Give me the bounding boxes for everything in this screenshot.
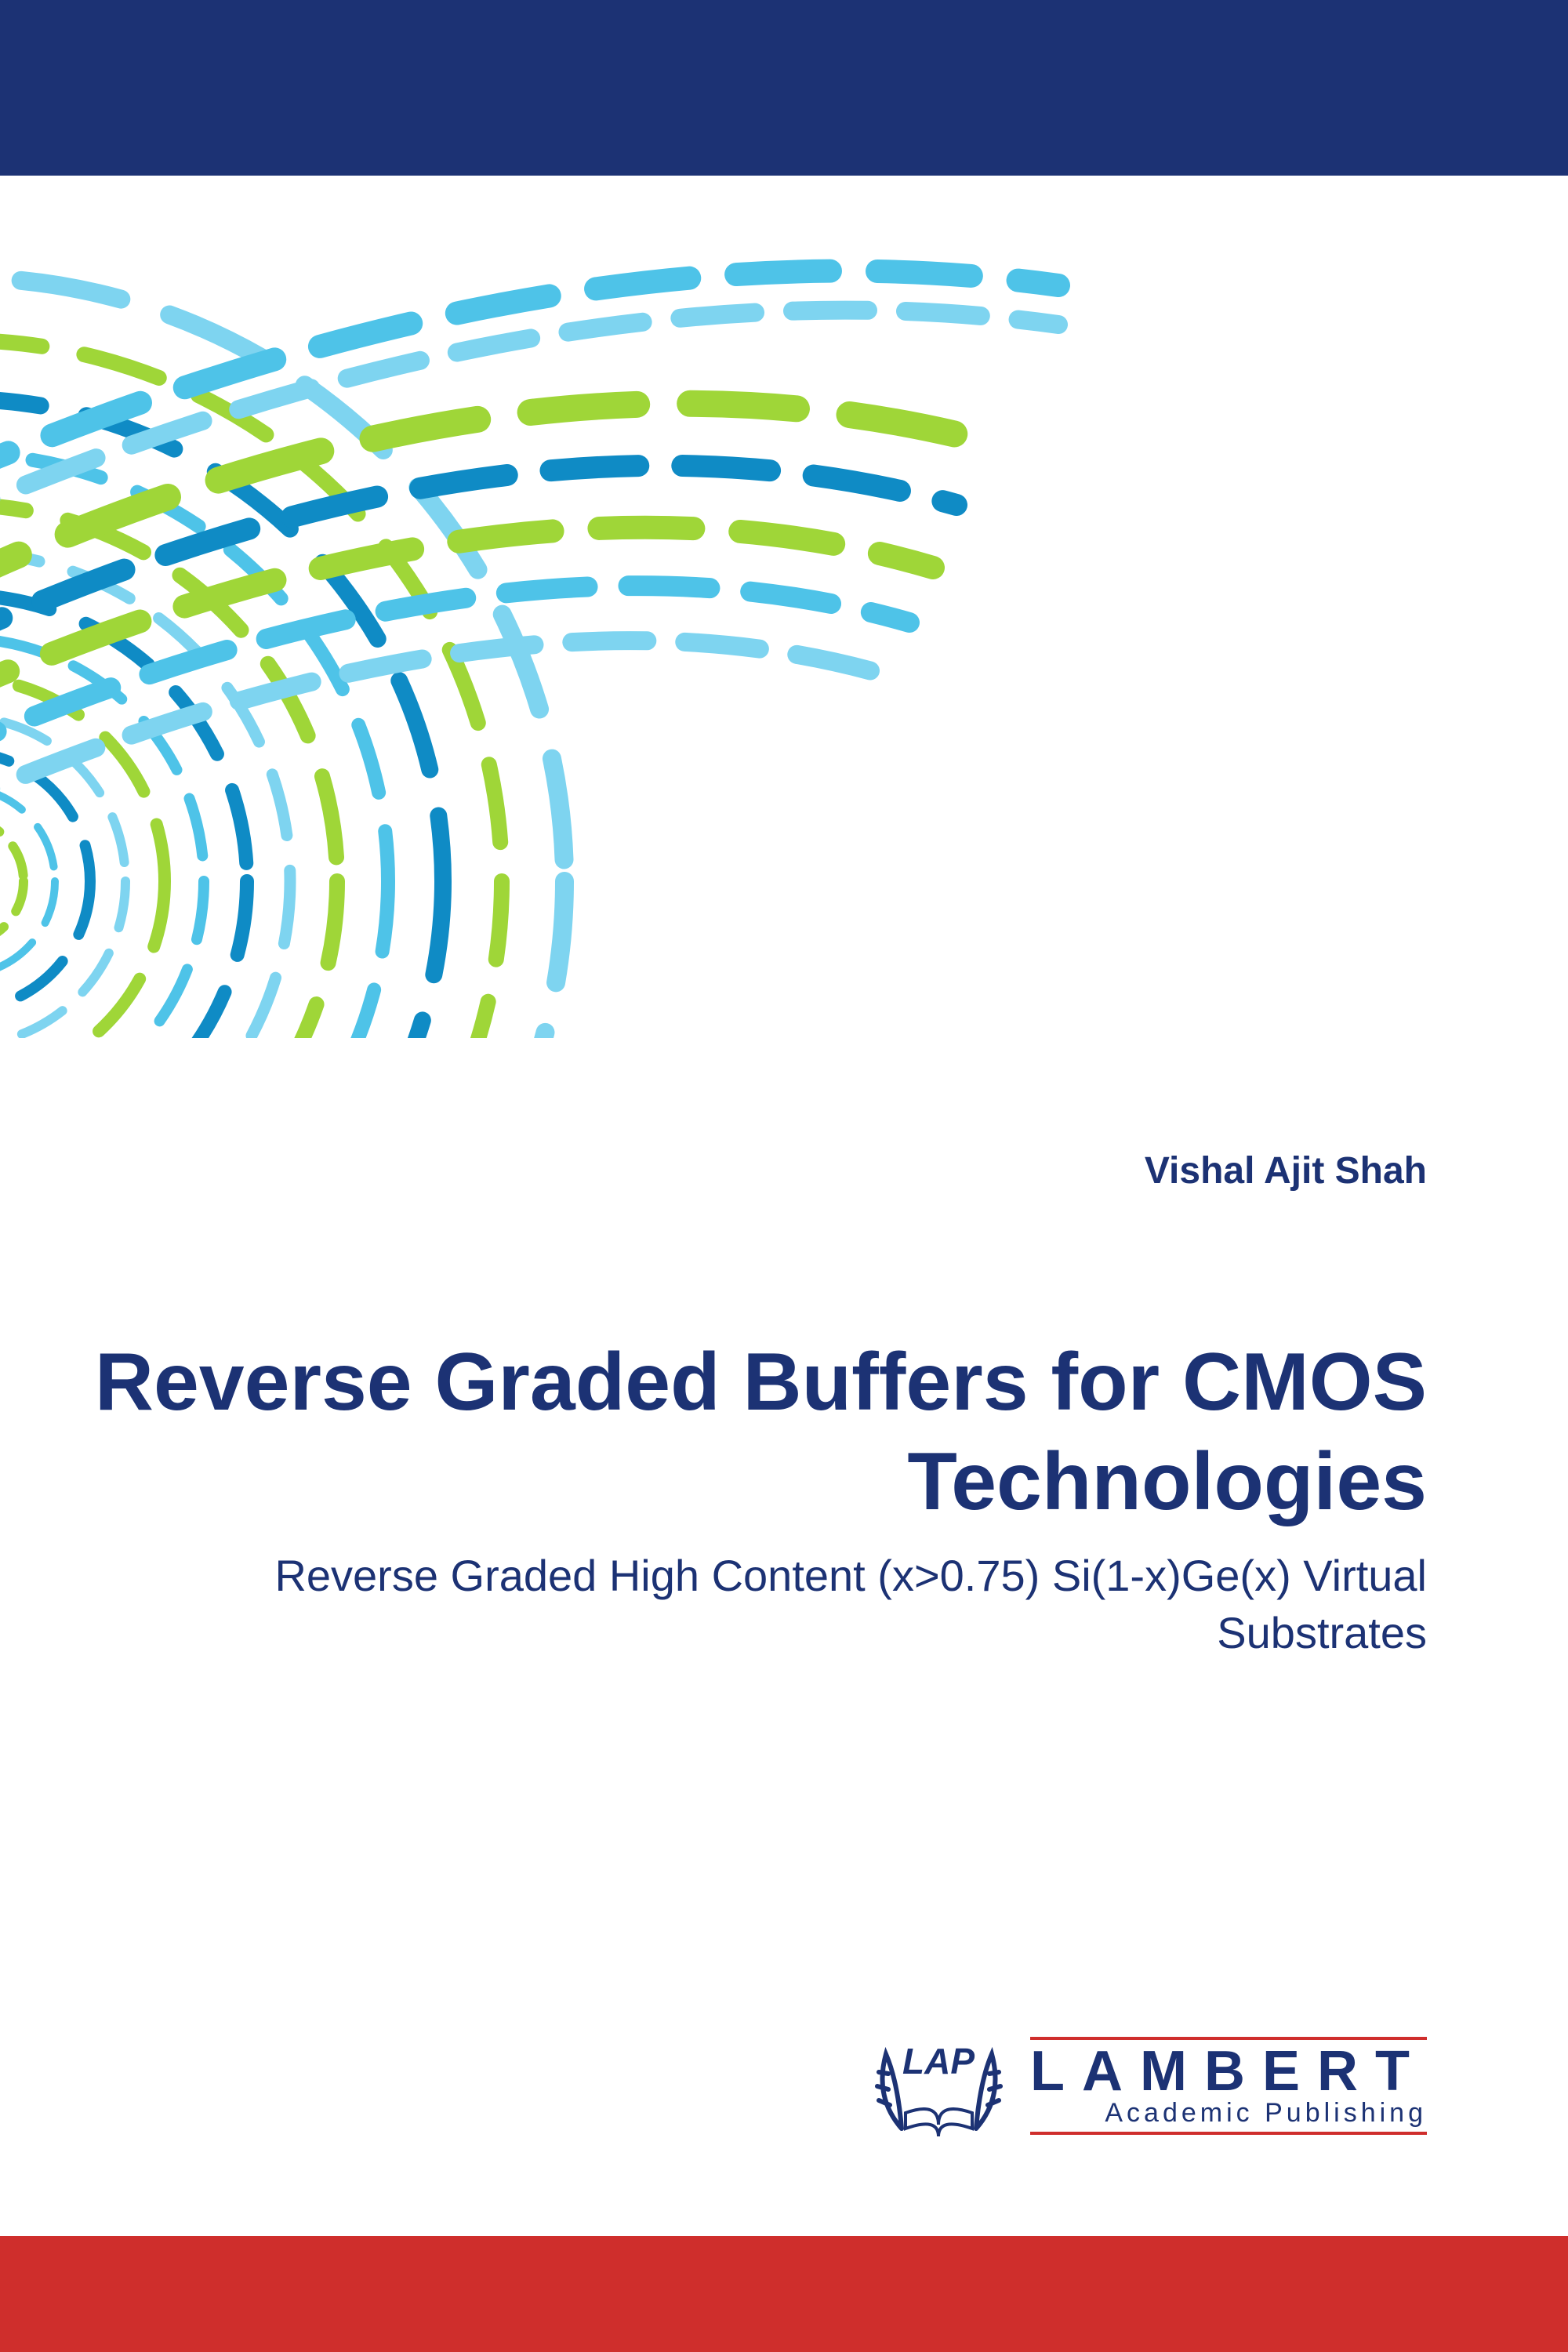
publisher-text: LAMBERT Academic Publishing [1030, 2037, 1427, 2135]
author-name: Vishal Ajit Shah [1145, 1149, 1427, 1192]
publisher-block: LAP LAMBERT Academic Publishing [866, 2027, 1427, 2144]
publisher-tagline: Academic Publishing [1030, 2098, 1427, 2129]
cover-swirl-graphic [0, 176, 1098, 1038]
top-bar [0, 0, 1568, 176]
lap-emblem-icon: LAP [866, 2027, 1011, 2144]
book-title: Reverse Graded Buffers for CMOS Technolo… [78, 1333, 1427, 1532]
bottom-bar [0, 2236, 1568, 2352]
publisher-name: LAMBERT [1030, 2043, 1427, 2100]
svg-text:LAP: LAP [902, 2041, 975, 2082]
book-subtitle: Reverse Graded High Content (x>0.75) Si(… [235, 1548, 1427, 1662]
